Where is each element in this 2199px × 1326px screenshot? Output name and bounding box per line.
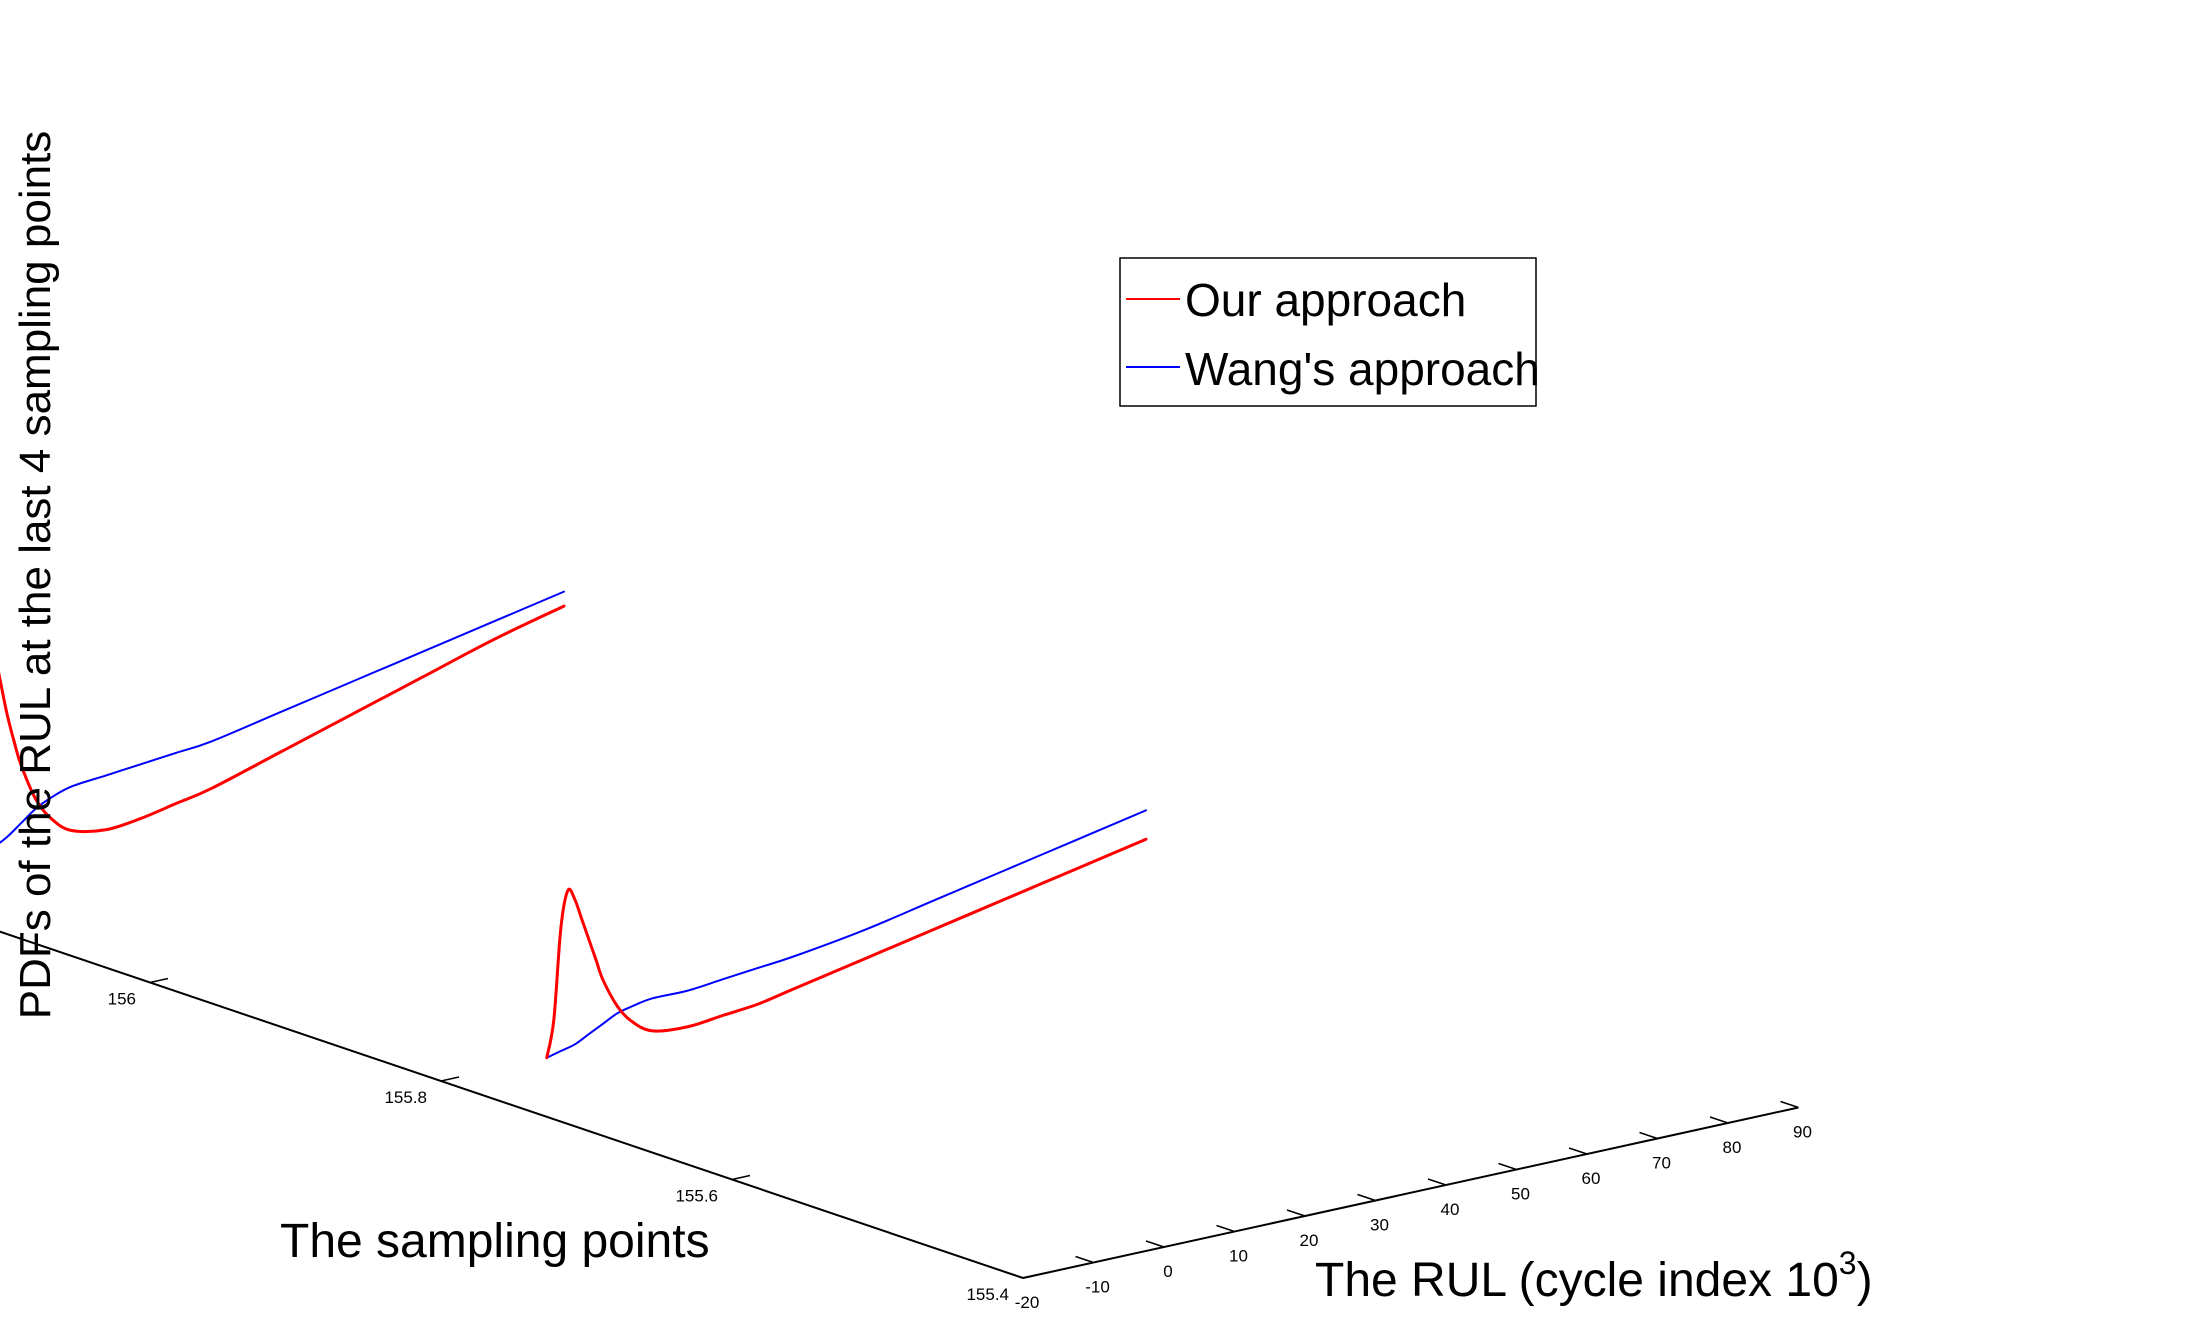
x-tick-label: 60 [1582,1169,1601,1188]
x-axis-title-close: ) [1857,1254,1873,1307]
wangs-approach-curve [0,590,565,844]
y-axis-title: The sampling points [280,1215,710,1268]
x-tick-label: 90 [1793,1123,1812,1142]
legend-label-wangs-approach: Wang's approach [1185,343,1540,395]
x-tick-mark [1075,1255,1094,1264]
x-tick-mark [1357,1193,1376,1202]
legend-box [1119,257,1537,407]
y-tick-label: 155.8 [384,1088,427,1107]
x-tick-mark [1145,1240,1165,1248]
y-tick-mark [731,1174,751,1181]
wangs-approach-curve [545,809,1147,1059]
x-axis-title-superscript: 3 [1839,1245,1857,1281]
x-tick-label: 20 [1300,1231,1319,1250]
x-tick-label: 0 [1163,1262,1172,1281]
x-tick-mark [1427,1178,1447,1186]
y-axis-line [0,930,1024,1279]
y-tick-label: 155.4 [966,1285,1009,1304]
axes [0,930,1799,1279]
x-tick-mark [1498,1162,1517,1171]
x-tick-mark [1568,1147,1588,1155]
x-tick-mark [1216,1224,1235,1233]
x-tick-label: -20 [1015,1293,1040,1312]
x-tick-label: 40 [1441,1200,1460,1219]
x-axis-line [1022,1106,1799,1279]
x-axis-title: The RUL (cycle index 103) [1315,1245,1873,1307]
y-tick-label: 155.6 [675,1187,718,1206]
y-tick-mark [149,977,169,984]
x-tick-label: 30 [1370,1216,1389,1235]
x-tick-label: 80 [1723,1138,1742,1157]
x-tick-mark [1004,1271,1024,1279]
z-axis-title: PDFs of the RUL at the last 4 sampling p… [11,131,60,1020]
x-tick-label: 50 [1511,1185,1530,1204]
x-tick-label: 70 [1652,1154,1671,1173]
our-approach-curve [545,837,1148,1060]
x-tick-mark [1709,1116,1729,1124]
x-tick-label: -10 [1085,1278,1110,1297]
y-tick-mark [440,1076,460,1082]
x-tick-mark [1286,1209,1306,1217]
x-tick-mark [1639,1131,1658,1140]
legend: Our approach Wang's approach [1119,257,1540,407]
ticks: 00.020.040.060.080.10.120.140.160.180.21… [108,977,1812,1312]
x-axis-title-main: The RUL (cycle index 10 [1315,1254,1839,1307]
y-tick-label: 156 [108,990,136,1009]
legend-label-our-approach: Our approach [1185,274,1466,326]
x-tick-label: 10 [1229,1247,1248,1266]
y-tick-mark [1022,1273,1042,1279]
curves [0,590,1148,1060]
x-tick-mark [1780,1100,1799,1109]
our-approach-curve [0,604,566,834]
